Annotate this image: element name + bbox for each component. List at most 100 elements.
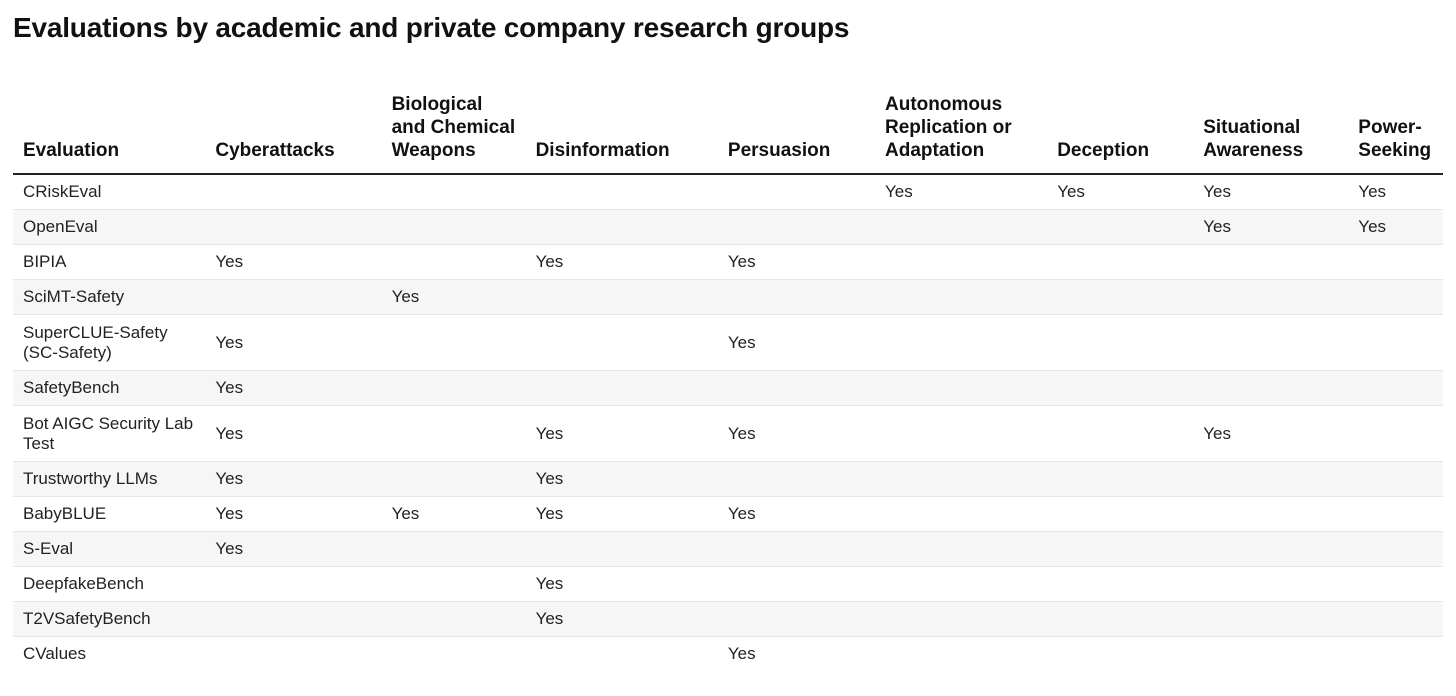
table-cell: Yes (875, 174, 1048, 210)
evaluation-name-cell: BabyBLUE (13, 496, 206, 532)
table-cell: Yes (525, 601, 718, 637)
table-row: S-Eval Yes (13, 531, 1443, 567)
table-cell (1193, 601, 1349, 637)
table-cell: Yes (205, 314, 382, 371)
table-cell: Yes (525, 566, 718, 602)
evaluation-name-cell: SciMT-Safety (13, 279, 206, 315)
table-cell (1348, 279, 1443, 315)
table-cell (1348, 461, 1443, 497)
table-cell: Yes (1348, 174, 1443, 210)
evaluations-table: Evaluation Cyberattacks Biological and C… (13, 78, 1443, 672)
table-cell (381, 405, 526, 462)
table-cell: Yes (381, 496, 526, 532)
table-cell (525, 370, 718, 406)
table-cell: Yes (717, 496, 875, 532)
table-cell: Yes (205, 531, 382, 567)
table-cell (875, 531, 1048, 567)
column-header-cyberattacks: Cyberattacks (205, 78, 382, 175)
table-header: Evaluation Cyberattacks Biological and C… (13, 78, 1443, 175)
table-cell (205, 601, 382, 637)
table-cell: Yes (1047, 174, 1194, 210)
table-cell: Yes (525, 405, 718, 462)
table-cell: Yes (205, 461, 382, 497)
table-cell (381, 244, 526, 280)
table-cell (1348, 601, 1443, 637)
table-cell (1193, 637, 1348, 672)
column-header-disinformation: Disinformation (525, 78, 718, 175)
table-cell (875, 601, 1048, 637)
table-cell (1348, 531, 1443, 567)
table-cell (717, 370, 875, 406)
column-header-persuasion: Persuasion (717, 78, 875, 175)
table-cell (1348, 496, 1443, 532)
table-cell: Yes (205, 370, 382, 406)
table-row: Trustworthy LLMs Yes Yes (13, 461, 1443, 497)
table-cell (1348, 566, 1443, 602)
table-cell (875, 405, 1048, 462)
table-cell (381, 209, 526, 245)
column-header-autonomous-replication: Autonomous Replication or Adaptation (875, 78, 1048, 175)
table-cell (525, 209, 718, 245)
table-cell: Yes (1193, 209, 1349, 245)
table-cell (875, 637, 1047, 672)
table-cell (1047, 496, 1194, 532)
table-cell (875, 279, 1048, 315)
table-cell (205, 637, 381, 672)
table-cell (1047, 279, 1194, 315)
table-cell (381, 314, 526, 371)
table-body: CRiskEval Yes Yes Yes Yes OpenEval Yes Yes BIPIA… (13, 174, 1443, 672)
table-cell (1047, 405, 1194, 462)
column-header-biological-chemical-weapons: Biological and Chemical Weapons (381, 78, 526, 175)
table-cell: Yes (205, 244, 382, 280)
evaluation-name-cell: T2VSafetyBench (13, 601, 206, 637)
table-cell (1047, 461, 1194, 497)
table-cell (1348, 370, 1443, 406)
table-cell: Yes (717, 314, 875, 371)
table-cell: Yes (727, 644, 756, 664)
table-cell: Yes (1348, 209, 1443, 245)
table-cell (1047, 637, 1193, 672)
table-cell (717, 174, 875, 210)
table-row: T2VSafetyBench Yes (13, 601, 1443, 637)
table-cell (1193, 566, 1349, 602)
table-cell (381, 601, 526, 637)
table-cell (1193, 496, 1349, 532)
table-cell (717, 601, 875, 637)
table-cell (525, 531, 718, 567)
table-row: SafetyBench Yes (13, 370, 1443, 406)
table-row: SciMT-Safety Yes (13, 279, 1443, 315)
table-cell (1047, 601, 1194, 637)
evaluation-name-cell: S-Eval (13, 531, 206, 567)
table-cell: Yes (205, 496, 382, 532)
table-cell (1193, 461, 1349, 497)
evaluation-name-cell: Trustworthy LLMs (13, 461, 206, 497)
column-header-evaluation: Evaluation (13, 78, 206, 175)
table-row: CRiskEval Yes Yes Yes Yes (13, 174, 1443, 210)
table-cell: Yes (525, 461, 718, 497)
table-cell (382, 637, 526, 672)
table-cell: Yes (205, 405, 382, 462)
table-row: DeepfakeBench Yes (13, 566, 1443, 602)
table-cell (525, 279, 718, 315)
table-cell (717, 279, 875, 315)
table-cell (875, 244, 1048, 280)
table-cell (381, 174, 526, 210)
table-cell (1193, 314, 1349, 371)
table-cell: Yes (717, 244, 875, 280)
table-cell (717, 209, 875, 245)
header-row: Evaluation Cyberattacks Biological and C… (13, 78, 1443, 175)
table-row: BabyBLUE Yes Yes Yes Yes (13, 496, 1443, 532)
table-cell (1348, 405, 1443, 462)
table-cell (381, 461, 526, 497)
table-cell: Yes (1193, 174, 1349, 210)
table-cell (1348, 244, 1443, 280)
table-cell (1047, 209, 1194, 245)
table-row: CValues Yes (13, 637, 1443, 672)
table-cell (1047, 531, 1194, 567)
page-title: Evaluations by academic and private comp… (13, 12, 850, 43)
table-cell (717, 566, 875, 602)
table-cell (205, 209, 382, 245)
table-cell: Yes (525, 244, 718, 280)
table-cell (875, 566, 1048, 602)
